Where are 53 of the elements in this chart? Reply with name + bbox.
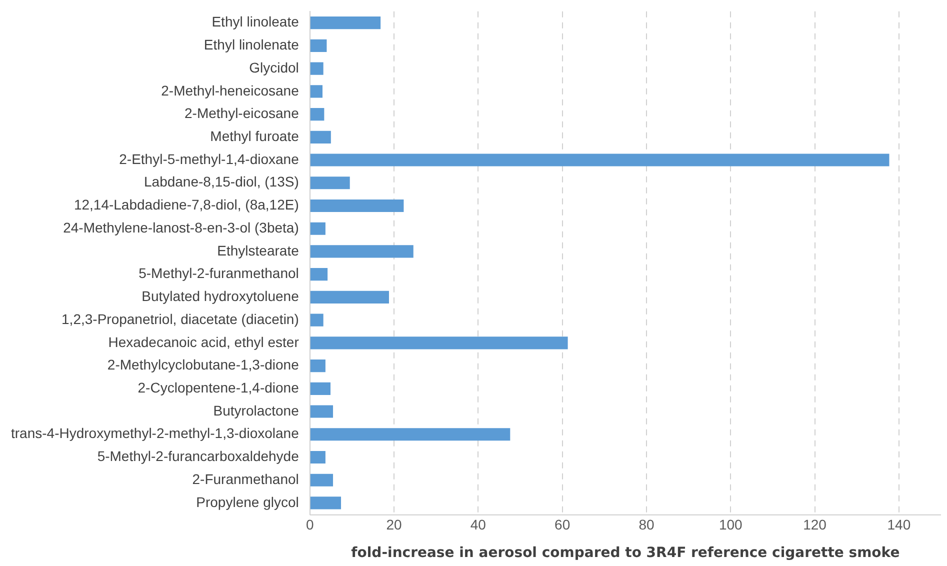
- y-tick-label: 5-Methyl-2-furancarboxaldehyde: [97, 448, 300, 464]
- x-tick-label: 140: [887, 516, 911, 533]
- bar: [310, 382, 330, 395]
- y-tick-label: Ethylstearate: [217, 242, 300, 258]
- bar: [310, 290, 389, 304]
- bar: [310, 85, 323, 98]
- x-axis-title: fold-increase in aerosol compared to 3R4F reference cigarette smoke: [351, 545, 900, 562]
- x-tick-label: 60: [554, 516, 570, 533]
- y-tick-label: 5-Methyl-2-furanmethanol: [138, 265, 299, 282]
- bar: [310, 39, 327, 52]
- bar: [310, 336, 568, 350]
- bar: [310, 245, 414, 258]
- y-tick-label: 1,2,3-Propanetriol, diacetate (diacetin): [62, 310, 299, 327]
- y-tick-label: 24-Methylene-lanost-8-en-3-ol (3beta): [63, 219, 299, 236]
- y-tick-label: Glycidol: [249, 59, 299, 76]
- y-tick-label: Hexadecanoic acid, ethyl ester: [108, 334, 300, 350]
- y-tick-label: Butyrolactone: [213, 402, 300, 418]
- y-tick-label: 2-Methylcyclobutane-1,3-dione: [107, 356, 300, 373]
- bar: [310, 450, 326, 464]
- y-tick-label: 12,14-Labdadiene-7,8-diol, (8a,12E): [74, 196, 299, 213]
- y-tick-label: Ethyl linoleate: [212, 14, 300, 30]
- y-tick-label: 2-Ethyl-5-methyl-1,4-dioxane: [119, 150, 300, 167]
- bar: [310, 474, 334, 486]
- y-tick-label: Propylene glycol: [196, 494, 299, 510]
- y-tick-label: Labdane-8,15-diol, (13S): [144, 174, 299, 190]
- x-tick-label: 80: [638, 516, 654, 533]
- x-tick-label: 20: [386, 516, 402, 533]
- bar: [310, 154, 890, 166]
- y-tick-label: Ethyl linolenate: [204, 36, 300, 53]
- x-tick-label: 40: [470, 516, 486, 533]
- y-tick-label: 2-Methyl-heneicosane: [161, 82, 300, 98]
- x-tick-label: 0: [306, 516, 314, 533]
- bar: [310, 428, 510, 441]
- y-tick-label: 2-Cyclopentene-1,4-dione: [138, 380, 300, 396]
- bar: [310, 176, 350, 190]
- bar: [310, 199, 404, 212]
- y-tick-label: 2-Methyl-eicosane: [184, 105, 300, 122]
- bar: [310, 360, 326, 372]
- y-tick-label: Methyl furoate: [210, 128, 300, 144]
- bar: [310, 222, 326, 235]
- bar: [310, 62, 324, 75]
- bar: [310, 405, 334, 418]
- bar: [310, 108, 324, 121]
- bar: [310, 496, 342, 510]
- bar: [310, 268, 328, 281]
- x-tick-label: 100: [718, 516, 743, 533]
- bar: [310, 130, 331, 144]
- y-tick-label: 2-Furanmethanol: [192, 470, 299, 487]
- y-tick-label: trans-4-Hydroxymethyl-2-methyl-1,3-dioxolane: [10, 425, 300, 442]
- y-tick-label: Butylated hydroxytoluene: [142, 288, 300, 304]
- x-tick-label: 120: [803, 516, 827, 533]
- bar: [310, 16, 381, 30]
- bar: [310, 314, 324, 326]
